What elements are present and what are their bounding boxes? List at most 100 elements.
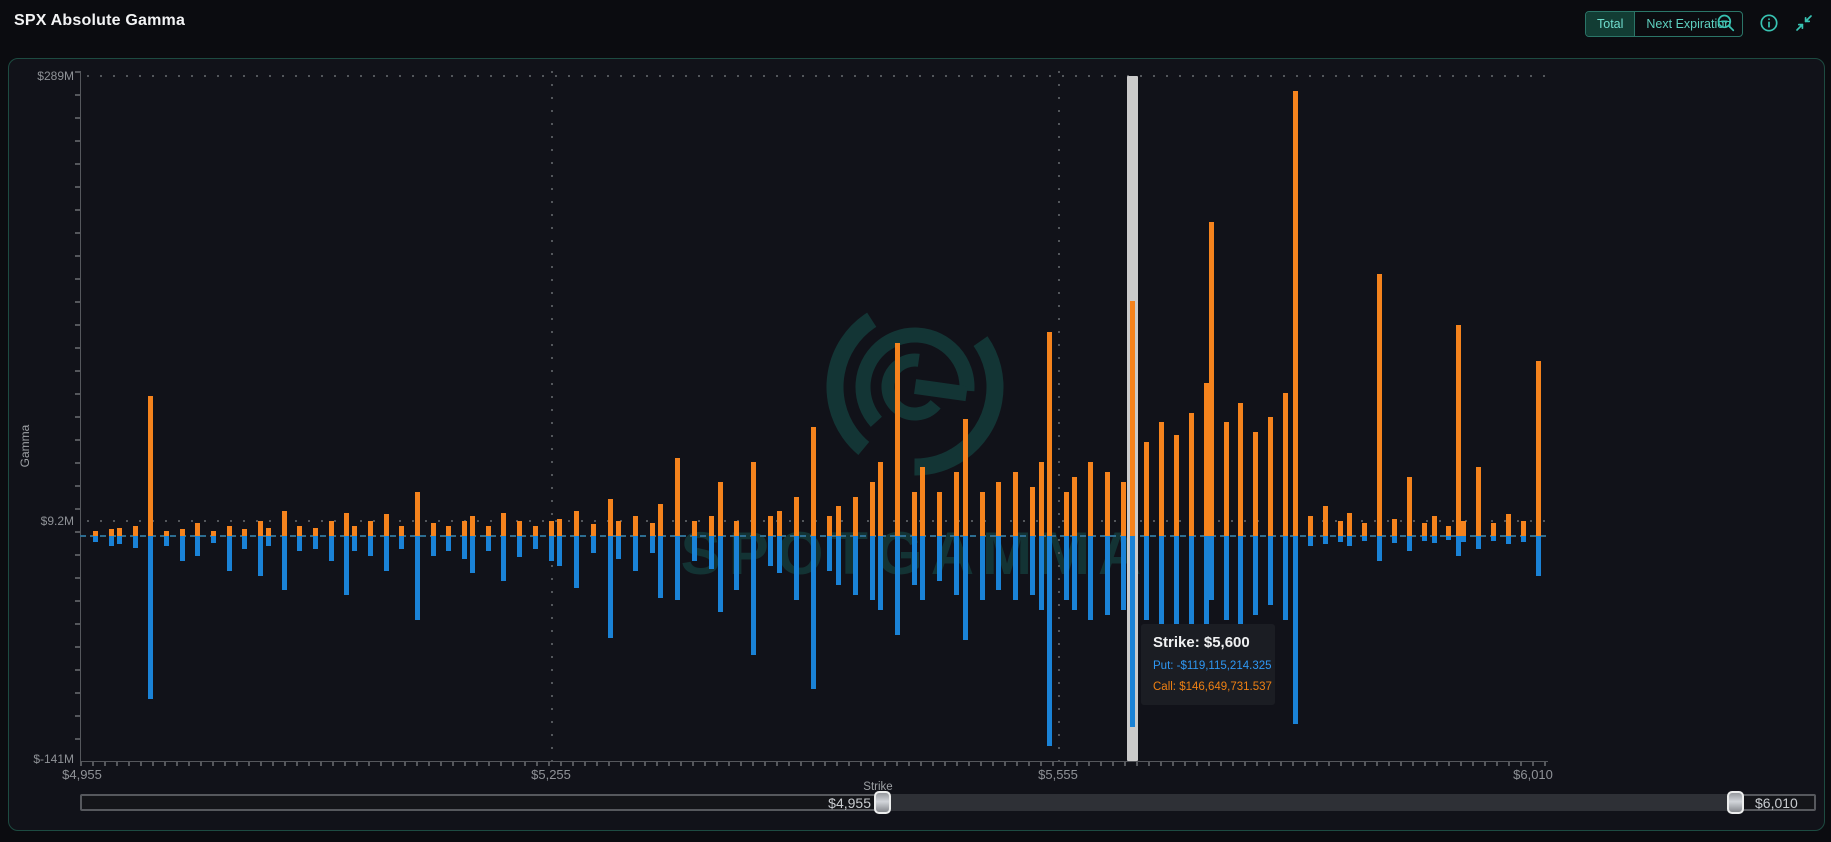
bar-put-5445[interactable] xyxy=(869,536,875,601)
bar-call-5365[interactable] xyxy=(734,521,740,536)
bar-put-4975[interactable] xyxy=(108,536,114,546)
bar-call-5630[interactable] xyxy=(1159,422,1165,536)
bar-put-5410[interactable] xyxy=(810,536,816,690)
bar-call-5095[interactable] xyxy=(297,526,303,536)
chart-plot-area[interactable] xyxy=(9,59,1824,830)
bar-put-5820[interactable] xyxy=(1347,536,1353,546)
bar-call-5385[interactable] xyxy=(768,516,774,536)
bar-put-5365[interactable] xyxy=(734,536,740,591)
bar-put-5765[interactable] xyxy=(1292,536,1298,724)
bar-put-5225[interactable] xyxy=(501,536,507,581)
bar-put-5550[interactable] xyxy=(1047,536,1052,747)
bar-put-5125[interactable] xyxy=(344,536,350,596)
bar-put-5595[interactable] xyxy=(1121,536,1127,611)
bar-put-5950[interactable] xyxy=(1476,536,1482,549)
bar-call-5260[interactable] xyxy=(557,519,562,536)
bar-call-4980[interactable] xyxy=(116,528,122,536)
bar-call-5280[interactable] xyxy=(590,524,596,536)
bar-put-5290[interactable] xyxy=(607,536,613,638)
toggle-total[interactable]: Total xyxy=(1586,12,1635,36)
bar-call-5470[interactable] xyxy=(911,491,917,536)
bar-call-5160[interactable] xyxy=(399,526,405,536)
bar-call-5305[interactable] xyxy=(633,516,638,536)
bar-call-5865[interactable] xyxy=(1391,519,1397,536)
bar-put-5675[interactable] xyxy=(1203,536,1209,660)
bar-call-5190[interactable] xyxy=(446,526,452,536)
bar-put-5010[interactable] xyxy=(163,536,169,546)
bar-put-5880[interactable] xyxy=(1406,536,1412,551)
bar-call-5930[interactable] xyxy=(1456,325,1462,536)
bar-call-5320[interactable] xyxy=(658,504,664,536)
bar-put-5780[interactable] xyxy=(1307,536,1313,546)
bar-put-5190[interactable] xyxy=(446,536,452,551)
bar-call-5615[interactable] xyxy=(1144,442,1150,536)
bar-call-5200[interactable] xyxy=(462,521,468,536)
bar-call-5375[interactable] xyxy=(751,461,757,536)
bar-call-5540[interactable] xyxy=(1030,486,1036,536)
bar-put-5150[interactable] xyxy=(383,536,389,571)
bar-call-5680[interactable] xyxy=(1208,221,1214,536)
bar-call-5660[interactable] xyxy=(1188,412,1194,536)
bar-call-5995[interactable] xyxy=(1520,521,1526,536)
bar-call-5485[interactable] xyxy=(937,491,943,536)
bar-call-5460[interactable] xyxy=(895,343,900,536)
bar-put-5030[interactable] xyxy=(195,536,201,556)
bar-call-5520[interactable] xyxy=(996,481,1002,536)
bar-put-5865[interactable] xyxy=(1391,536,1397,543)
bar-call-5390[interactable] xyxy=(776,511,782,536)
bar-put-5180[interactable] xyxy=(430,536,436,556)
bar-put-5320[interactable] xyxy=(658,536,664,599)
bar-call-5130[interactable] xyxy=(352,526,358,536)
bar-call-5410[interactable] xyxy=(810,427,816,536)
bar-put-4980[interactable] xyxy=(116,536,122,544)
bar-call-5295[interactable] xyxy=(616,521,622,536)
toggle-next-expiration[interactable]: Next Expiration xyxy=(1634,12,1742,36)
bar-call-5560[interactable] xyxy=(1063,491,1069,536)
bar-put-5520[interactable] xyxy=(996,536,1002,591)
bar-call-5500[interactable] xyxy=(962,419,968,536)
bar-put-5795[interactable] xyxy=(1322,536,1328,544)
bar-call-5475[interactable] xyxy=(920,466,926,536)
bar-put-5740[interactable] xyxy=(1268,536,1274,606)
bar-call-5105[interactable] xyxy=(313,528,318,536)
slider-selected-range[interactable] xyxy=(882,794,1735,811)
bar-put-5895[interactable] xyxy=(1421,536,1427,541)
bar-call-5170[interactable] xyxy=(415,491,421,536)
bar-call-5950[interactable] xyxy=(1476,466,1482,536)
bar-call-5905[interactable] xyxy=(1431,516,1437,536)
bar-call-5330[interactable] xyxy=(675,457,681,536)
bar-put-5810[interactable] xyxy=(1337,536,1343,542)
bar-call-5450[interactable] xyxy=(878,461,883,536)
bar-call-5550[interactable] xyxy=(1047,331,1052,536)
bar-call-5695[interactable] xyxy=(1223,422,1229,536)
bar-put-5755[interactable] xyxy=(1283,536,1288,620)
bar-call-5565[interactable] xyxy=(1071,476,1077,536)
bar-put-5075[interactable] xyxy=(265,536,271,546)
bar-call-5040[interactable] xyxy=(210,531,216,536)
bar-call-5125[interactable] xyxy=(344,513,350,536)
bar-put-5725[interactable] xyxy=(1253,536,1259,615)
bar-call-5290[interactable] xyxy=(607,499,613,536)
bar-call-5255[interactable] xyxy=(548,521,554,536)
bar-call-5085[interactable] xyxy=(281,511,287,536)
bar-call-5850[interactable] xyxy=(1377,274,1383,536)
bar-call-5180[interactable] xyxy=(430,523,436,536)
bar-call-5820[interactable] xyxy=(1347,513,1353,536)
bar-put-5400[interactable] xyxy=(793,536,799,601)
bar-call-5070[interactable] xyxy=(258,521,264,536)
bar-put-5560[interactable] xyxy=(1063,536,1069,601)
bar-put-5615[interactable] xyxy=(1144,536,1150,620)
bar-put-6010[interactable] xyxy=(1535,536,1541,576)
bar-put-5095[interactable] xyxy=(297,536,303,551)
bar-put-5930[interactable] xyxy=(1456,536,1462,556)
bar-put-5425[interactable] xyxy=(835,536,841,586)
bar-put-5235[interactable] xyxy=(517,536,523,557)
bar-call-5010[interactable] xyxy=(163,531,169,536)
bar-put-5315[interactable] xyxy=(649,536,655,553)
bar-call-5755[interactable] xyxy=(1283,392,1288,536)
bar-put-5485[interactable] xyxy=(937,536,943,581)
bar-put-5060[interactable] xyxy=(242,536,248,549)
bar-put-5160[interactable] xyxy=(399,536,405,549)
bar-call-5235[interactable] xyxy=(517,521,523,536)
bar-put-5245[interactable] xyxy=(532,536,538,549)
